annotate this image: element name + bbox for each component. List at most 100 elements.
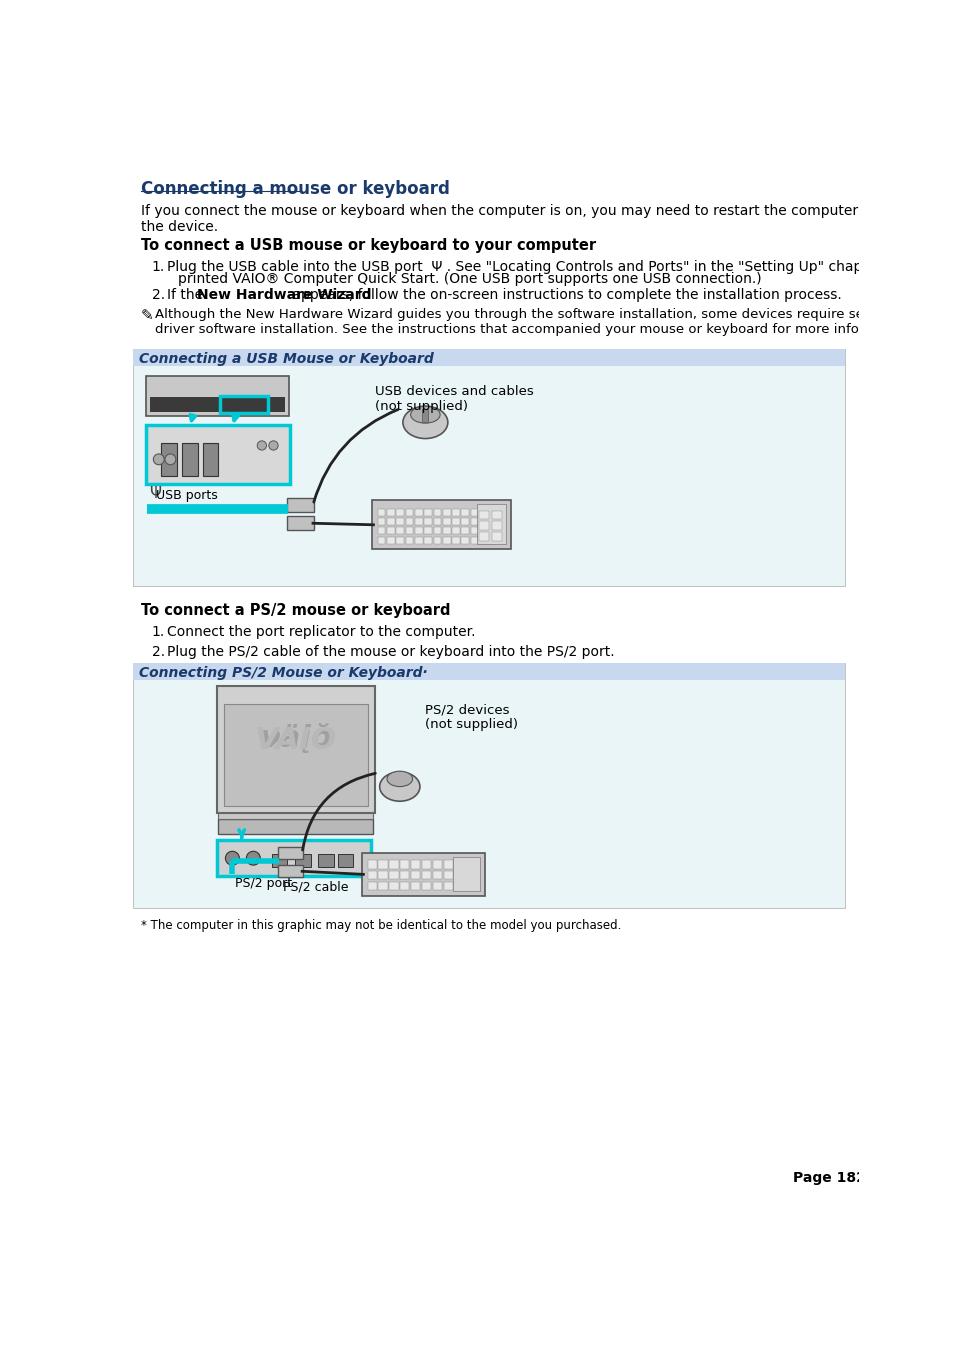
FancyBboxPatch shape <box>479 536 487 543</box>
FancyBboxPatch shape <box>387 527 395 535</box>
FancyBboxPatch shape <box>278 865 303 877</box>
FancyBboxPatch shape <box>433 871 441 880</box>
FancyBboxPatch shape <box>218 813 373 819</box>
Text: New Hardware Wizard: New Hardware Wizard <box>197 288 372 303</box>
FancyBboxPatch shape <box>415 519 422 526</box>
Text: VAIO: VAIO <box>254 725 336 755</box>
FancyBboxPatch shape <box>377 527 385 535</box>
FancyBboxPatch shape <box>182 443 197 476</box>
FancyBboxPatch shape <box>287 497 314 512</box>
FancyBboxPatch shape <box>133 663 843 908</box>
FancyBboxPatch shape <box>452 509 459 516</box>
Text: If you connect the mouse or keyboard when the computer is on, you may need to re: If you connect the mouse or keyboard whe… <box>141 204 953 234</box>
Circle shape <box>257 440 266 450</box>
FancyBboxPatch shape <box>395 527 404 535</box>
FancyBboxPatch shape <box>294 854 311 867</box>
FancyBboxPatch shape <box>218 819 373 835</box>
Text: Connecting a USB Mouse or Keyboard: Connecting a USB Mouse or Keyboard <box>139 351 434 366</box>
FancyBboxPatch shape <box>433 882 441 890</box>
FancyBboxPatch shape <box>489 509 497 516</box>
FancyBboxPatch shape <box>465 861 474 869</box>
FancyBboxPatch shape <box>478 532 489 540</box>
FancyBboxPatch shape <box>377 519 385 526</box>
FancyBboxPatch shape <box>470 527 478 535</box>
FancyBboxPatch shape <box>224 704 368 805</box>
Text: PS/2 port: PS/2 port <box>235 877 293 890</box>
FancyBboxPatch shape <box>399 882 409 890</box>
FancyBboxPatch shape <box>476 504 505 544</box>
Text: PS/2 cable: PS/2 cable <box>282 881 348 893</box>
FancyBboxPatch shape <box>479 519 487 526</box>
FancyBboxPatch shape <box>470 536 478 543</box>
Text: νäįŏ: νäįŏ <box>259 723 332 753</box>
Text: 2.: 2. <box>152 288 165 303</box>
Text: appears, follow the on-screen instructions to complete the installation process.: appears, follow the on-screen instructio… <box>288 288 841 303</box>
FancyBboxPatch shape <box>465 882 474 890</box>
FancyBboxPatch shape <box>433 536 441 543</box>
FancyBboxPatch shape <box>424 536 432 543</box>
FancyBboxPatch shape <box>433 527 441 535</box>
FancyBboxPatch shape <box>461 519 469 526</box>
FancyBboxPatch shape <box>454 871 463 880</box>
FancyBboxPatch shape <box>421 861 431 869</box>
FancyBboxPatch shape <box>424 519 432 526</box>
FancyBboxPatch shape <box>272 854 287 867</box>
FancyBboxPatch shape <box>337 854 353 867</box>
Text: USB devices and cables
(not supplied): USB devices and cables (not supplied) <box>375 385 533 412</box>
FancyBboxPatch shape <box>378 871 387 880</box>
Text: Connecting PS/2 Mouse or Keyboard·: Connecting PS/2 Mouse or Keyboard· <box>139 666 428 680</box>
FancyBboxPatch shape <box>421 871 431 880</box>
Text: To connect a PS/2 mouse or keyboard: To connect a PS/2 mouse or keyboard <box>141 604 450 619</box>
FancyBboxPatch shape <box>133 663 843 681</box>
FancyBboxPatch shape <box>452 519 459 526</box>
FancyBboxPatch shape <box>411 871 420 880</box>
FancyBboxPatch shape <box>395 536 404 543</box>
Text: USB ports: USB ports <box>156 489 218 501</box>
Ellipse shape <box>387 771 412 786</box>
Text: To connect a USB mouse or keyboard to your computer: To connect a USB mouse or keyboard to yo… <box>141 238 596 254</box>
FancyBboxPatch shape <box>452 527 459 535</box>
FancyBboxPatch shape <box>216 840 371 875</box>
FancyBboxPatch shape <box>489 536 497 543</box>
FancyBboxPatch shape <box>465 871 474 880</box>
FancyBboxPatch shape <box>424 509 432 516</box>
FancyBboxPatch shape <box>433 861 441 869</box>
FancyBboxPatch shape <box>378 861 387 869</box>
FancyBboxPatch shape <box>461 536 469 543</box>
FancyBboxPatch shape <box>387 536 395 543</box>
Text: 1.: 1. <box>152 259 165 274</box>
FancyBboxPatch shape <box>433 509 441 516</box>
FancyBboxPatch shape <box>454 882 463 890</box>
Text: printed VAIO® Computer Quick Start. (One USB port supports one USB connection.): printed VAIO® Computer Quick Start. (One… <box>178 273 761 286</box>
FancyBboxPatch shape <box>479 527 487 535</box>
FancyBboxPatch shape <box>377 536 385 543</box>
FancyBboxPatch shape <box>489 527 497 535</box>
FancyBboxPatch shape <box>478 521 489 530</box>
Text: Plug the PS/2 cable of the mouse or keyboard into the PS/2 port.: Plug the PS/2 cable of the mouse or keyb… <box>167 644 615 659</box>
Text: PS/2 devices
(not supplied): PS/2 devices (not supplied) <box>425 704 517 731</box>
FancyBboxPatch shape <box>443 882 453 890</box>
Circle shape <box>225 851 239 865</box>
FancyBboxPatch shape <box>415 536 422 543</box>
Text: 2.: 2. <box>152 644 165 659</box>
FancyBboxPatch shape <box>389 882 398 890</box>
FancyBboxPatch shape <box>318 854 334 867</box>
FancyBboxPatch shape <box>399 861 409 869</box>
FancyBboxPatch shape <box>133 349 843 366</box>
FancyBboxPatch shape <box>442 527 450 535</box>
FancyBboxPatch shape <box>443 871 453 880</box>
FancyBboxPatch shape <box>395 519 404 526</box>
FancyBboxPatch shape <box>424 527 432 535</box>
FancyBboxPatch shape <box>422 409 428 422</box>
FancyBboxPatch shape <box>470 519 478 526</box>
FancyBboxPatch shape <box>454 861 463 869</box>
FancyBboxPatch shape <box>442 519 450 526</box>
FancyBboxPatch shape <box>361 852 484 896</box>
FancyBboxPatch shape <box>367 882 376 890</box>
FancyBboxPatch shape <box>415 527 422 535</box>
FancyBboxPatch shape <box>372 500 510 550</box>
FancyBboxPatch shape <box>470 509 478 516</box>
Circle shape <box>165 454 175 465</box>
FancyBboxPatch shape <box>395 509 404 516</box>
FancyBboxPatch shape <box>203 443 218 476</box>
